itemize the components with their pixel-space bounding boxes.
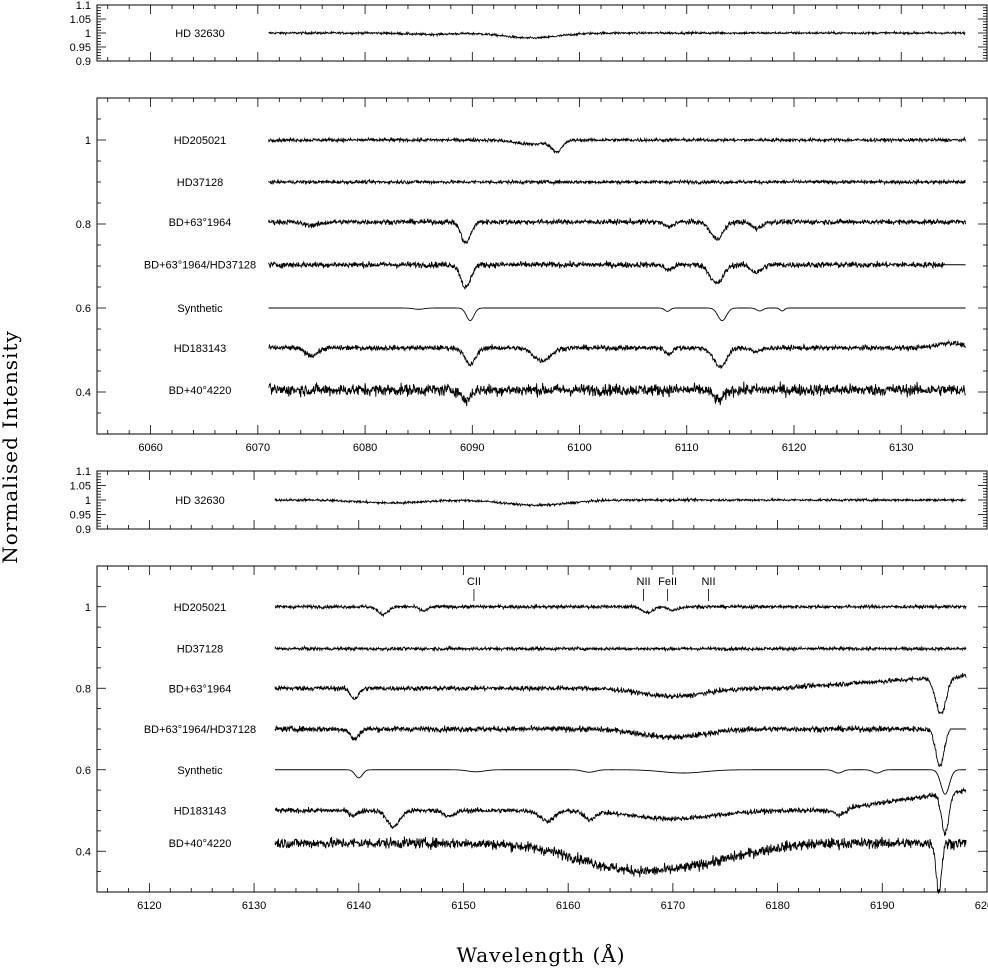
panel-main-top: 6060 6070 6080 6090 6100 6110 6120 6130 1 0.8 0.6 0… (76, 97, 988, 454)
spectrum-bd-40-4220 (268, 381, 966, 407)
line-id-label: NII (701, 576, 715, 588)
y-tick-label: 1 (85, 495, 91, 507)
y-tick-label: 0.4 (76, 846, 91, 858)
y-tick-label: 0.9 (76, 56, 91, 68)
series-label: HD 32630 (175, 28, 225, 40)
x-tick-label: 6200 (975, 900, 988, 912)
x-tick-label: 6130 (889, 442, 913, 454)
y-tick-label: 1.05 (70, 481, 91, 493)
y-axis-label: Normalised Intensity (0, 330, 22, 564)
y-tick-label: 1.1 (76, 0, 91, 12)
series-label: BD+63°1964 (169, 683, 232, 695)
series-label: HD183143 (174, 343, 227, 355)
y-tick-label: 0.6 (76, 765, 91, 777)
spectrum-hd37128 (268, 178, 966, 186)
spectrum-bd-63-1964-hd37128 (274, 725, 967, 768)
y-tick-label: 0.9 (76, 524, 91, 536)
x-tick-label: 6080 (353, 442, 377, 454)
series-label: Synthetic (177, 303, 223, 315)
panel-ref-top: 1.1 1.05 1 0.95 0.9 HD 32630 (70, 0, 988, 68)
spectrum-hd-32630 (268, 29, 966, 40)
x-tick-label: 6130 (242, 900, 266, 912)
line-id-label: NII (637, 576, 651, 588)
spectrum-hd37128 (274, 644, 967, 653)
spectrum-hd183143 (268, 339, 966, 370)
x-tick-label: 6090 (460, 442, 484, 454)
series-label: HD183143 (174, 806, 227, 818)
series-label: HD37128 (177, 177, 223, 189)
series-label: HD205021 (174, 135, 227, 147)
y-tick-label: 0.4 (76, 387, 91, 399)
spectrum-bd-63-1964-hd37128 (268, 260, 966, 290)
y-tick-label: 0.8 (76, 683, 91, 695)
y-tick-label: 1 (85, 602, 91, 614)
x-tick-label: 6100 (567, 442, 591, 454)
x-tick-label: 6160 (556, 900, 580, 912)
y-tick-label: 1.1 (76, 466, 91, 478)
spectrum-bd-40-4220 (274, 836, 967, 894)
x-tick-label: 6180 (765, 900, 789, 912)
spectrum-bd-63-1964 (274, 672, 967, 715)
series-label: HD205021 (174, 602, 227, 614)
spectrum-hd205021 (268, 136, 966, 154)
panel-ref-bottom: 1.1 1.05 1 0.95 0.9 HD 32630 (70, 466, 988, 536)
y-tick-label: 1 (85, 28, 91, 40)
series-label: BD+63°1964/HD37128 (144, 260, 256, 272)
series-label: HD 32630 (175, 495, 225, 507)
panel-main-bottom: 6120 6130 6140 6150 6160 6170 6180 6190 6200 1 0.8… (76, 565, 988, 912)
spectrum-bd-63-1964 (268, 217, 966, 245)
series-label: BD+63°1964/HD37128 (144, 724, 256, 736)
x-tick-label: 6170 (661, 900, 685, 912)
y-tick-label: 1.05 (70, 14, 91, 26)
series-label: HD37128 (177, 644, 223, 656)
spectrum-synthetic (268, 307, 966, 322)
y-tick-label: 0.95 (70, 42, 91, 54)
spectrum-hd205021 (274, 603, 967, 618)
y-tick-label: 0.95 (70, 510, 91, 522)
x-tick-label: 6060 (138, 442, 162, 454)
x-tick-label: 6070 (246, 442, 270, 454)
x-tick-label: 6120 (782, 442, 806, 454)
series-label: Synthetic (177, 765, 223, 777)
series-label: BD+40°4220 (169, 385, 232, 397)
x-tick-label: 6120 (137, 900, 161, 912)
x-tick-label: 6150 (451, 900, 475, 912)
y-tick-label: 0.8 (76, 219, 91, 231)
x-tick-label: 6190 (870, 900, 894, 912)
spectrum-hd-32630 (274, 496, 967, 508)
series-label: BD+40°4220 (169, 838, 232, 850)
line-id-label: CII (467, 576, 481, 588)
x-tick-label: 6110 (675, 442, 699, 454)
series-label: BD+63°1964 (169, 217, 232, 229)
spectrum-synthetic (275, 769, 967, 795)
y-tick-label: 1 (85, 135, 91, 147)
x-axis-label: Wavelength (Å) (456, 942, 625, 967)
y-tick-label: 0.6 (76, 303, 91, 315)
spectrum-hd183143 (274, 786, 967, 837)
line-id-label: FeII (658, 576, 677, 588)
x-tick-label: 6140 (347, 900, 371, 912)
